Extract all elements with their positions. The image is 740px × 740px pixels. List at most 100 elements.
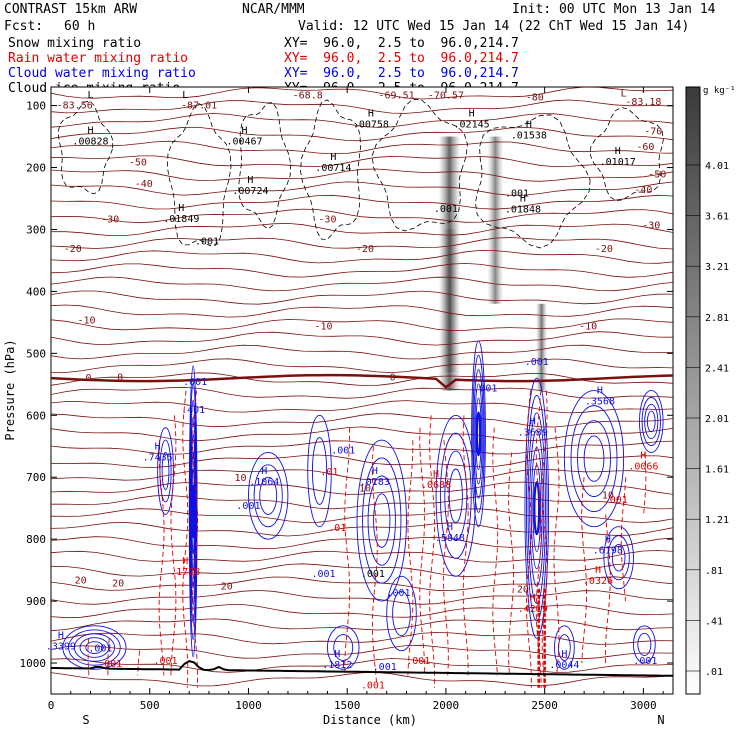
extremum-marker: H (597, 386, 603, 397)
contour-value-label: .001 (311, 569, 335, 580)
cloud-water-contour (190, 416, 197, 606)
isotherm-line (51, 222, 673, 236)
snow-ice-contour (474, 114, 591, 249)
x-tick-label: 3000 (630, 699, 657, 712)
snow-ice-contour (371, 98, 468, 232)
colorbar-label: 2.01 (705, 414, 729, 425)
extremum-marker: H (87, 125, 93, 136)
rain-water-contour (620, 477, 627, 602)
colorbar-label: 2.41 (705, 363, 729, 374)
cloud-water-contour (607, 535, 630, 581)
y-tick-label: 1000 (20, 657, 47, 670)
cloud-water-contour (444, 450, 468, 541)
cloud-water-contour (527, 412, 546, 605)
isotherm-line (51, 468, 673, 481)
contour-value-label: .001 (361, 569, 385, 580)
contour-value-label: .001 (505, 188, 529, 199)
cloud-water-contour (570, 405, 618, 513)
extremum-marker: H (58, 630, 64, 641)
isotherm-line (51, 400, 673, 414)
extremum-value: .0183 (360, 477, 390, 488)
extremum-marker: H (155, 441, 161, 452)
extremum-marker: H (330, 152, 336, 163)
isotherm-line (51, 113, 673, 128)
isotherm-label: -20 (595, 244, 613, 255)
isotherm-line (51, 521, 673, 537)
isotherm-line (51, 550, 673, 563)
legend-snow-xy: XY= 96.0, 2.5 to 96.0,214.7 (284, 36, 519, 51)
contour-value-label: .001 (633, 656, 657, 667)
cloud-water-contour (311, 437, 328, 505)
extremum-value: .02145 (454, 120, 490, 131)
rain-water-contour (553, 427, 560, 676)
colorbar-label: 2.81 (705, 313, 729, 324)
center-name: NCAR/MMM (242, 2, 305, 17)
cloud-water-contour (471, 340, 486, 528)
rain-water-contour (137, 650, 141, 676)
contour-value-label: .001 (153, 656, 177, 667)
extremum-value: .01017 (600, 157, 636, 168)
isotherm-label: -30 (318, 214, 336, 225)
init-time: Init: 00 UTC Mon 13 Jan 14 (512, 2, 716, 17)
extremum-value: .0688 (421, 480, 451, 491)
cloud-water-contour (73, 633, 115, 662)
extremum-marker: H (520, 194, 526, 205)
extremum-marker: H (530, 417, 536, 428)
extremum-value: .0044 (549, 660, 579, 671)
extremum-marker: H (447, 522, 453, 533)
isotherm-line (51, 481, 673, 495)
contour-value-label: .001 (88, 644, 112, 655)
cloud-water-contour (529, 429, 545, 587)
isotherm-line (51, 249, 673, 264)
cloud-water-contour (533, 481, 541, 536)
forecast-hours: 60 h (64, 19, 96, 34)
isotherm-top-value: -69.51 (378, 90, 414, 101)
colorbar-label: 3.21 (705, 262, 729, 273)
x-tick-label: 2000 (433, 699, 460, 712)
cloud-water-contour (524, 377, 550, 639)
rain-water-contour (192, 390, 199, 688)
isotherm-top-value: -68.8 (293, 90, 323, 101)
isotherm-top-value: -70.57 (428, 90, 464, 101)
rain-water-contour (344, 427, 351, 676)
colorbar-label: 4.01 (705, 161, 729, 172)
cloud-water-contour (563, 390, 625, 528)
extremum-marker: H (595, 565, 601, 576)
isotherm-line (51, 331, 673, 346)
rain-water-contour (407, 440, 414, 676)
terrain-line (51, 660, 673, 677)
isotherm-line (51, 99, 673, 114)
extremum-marker: H (640, 451, 646, 462)
y-tick-label: 900 (26, 595, 46, 608)
legend-cloudwater: Cloud water mixing ratio (8, 66, 196, 81)
isotherm-label: -40 (634, 185, 652, 196)
extremum-value: .00758 (353, 120, 389, 131)
snow-shading-plume (535, 303, 548, 391)
rain-water-contour (429, 415, 436, 688)
cloud-water-contour (386, 575, 417, 652)
extremum-marker: H (605, 534, 611, 545)
extremum-value: .00714 (315, 163, 351, 174)
snow-ice-contour (238, 102, 292, 230)
rain-water-contour (643, 452, 647, 515)
cloud-water-contour (248, 451, 289, 540)
isotherm-line (51, 440, 673, 455)
isotherm-label: -80 (526, 92, 544, 103)
extremum-value: .00724 (232, 186, 268, 197)
isotherm-label: 10 (359, 484, 371, 495)
extremum-marker: H (247, 175, 253, 186)
freezing-level-line (51, 373, 673, 389)
isotherm-label: -40 (135, 179, 153, 190)
isotherm-line (51, 618, 673, 632)
isotherm-line (51, 344, 673, 360)
cloud-water-contour (472, 354, 485, 513)
cloud-water-contour (307, 414, 332, 528)
colorbar-label: .81 (705, 566, 723, 577)
cloud-water-contour (633, 625, 656, 664)
extremum-marker: H (178, 203, 184, 214)
isotherm-line (51, 644, 673, 660)
cloud-water-contour (646, 410, 656, 433)
isotherm-line (51, 181, 673, 196)
colorbar-label: .41 (705, 616, 723, 627)
